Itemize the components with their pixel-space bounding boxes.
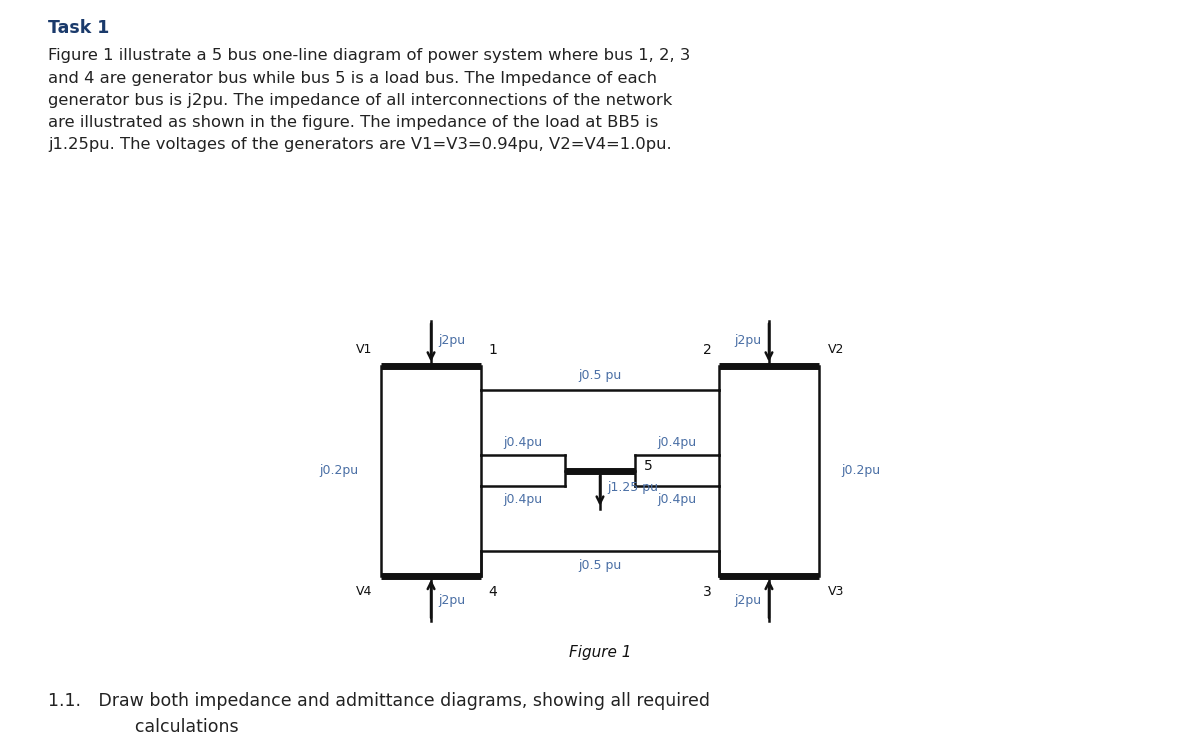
Text: j0.4pu: j0.4pu	[658, 436, 696, 449]
Text: j0.5 pu: j0.5 pu	[578, 560, 622, 572]
Text: V2: V2	[828, 343, 845, 357]
Text: j0.4pu: j0.4pu	[504, 436, 542, 449]
Text: 5: 5	[643, 460, 653, 473]
Text: 1: 1	[488, 343, 498, 357]
Text: 1.1. Draw both impedance and admittance diagrams, showing all required: 1.1. Draw both impedance and admittance …	[48, 692, 710, 710]
Text: V1: V1	[355, 343, 372, 357]
Text: j0.2pu: j0.2pu	[319, 464, 359, 477]
Text: V4: V4	[355, 585, 372, 598]
Text: Figure 1: Figure 1	[569, 645, 631, 660]
Text: j0.4pu: j0.4pu	[658, 492, 696, 506]
Text: j0.2pu: j0.2pu	[841, 464, 881, 477]
Text: 3: 3	[703, 585, 712, 598]
Text: V3: V3	[828, 585, 845, 598]
Text: 2: 2	[703, 343, 712, 357]
Text: 4: 4	[488, 585, 497, 598]
Text: Figure 1 illustrate a 5 bus one-line diagram of power system where bus 1, 2, 3
a: Figure 1 illustrate a 5 bus one-line dia…	[48, 48, 690, 152]
Text: j1.25 pu: j1.25 pu	[607, 481, 659, 495]
Text: j0.5 pu: j0.5 pu	[578, 369, 622, 382]
Text: j2pu: j2pu	[734, 334, 761, 348]
Text: j2pu: j2pu	[734, 594, 761, 607]
Text: calculations: calculations	[48, 718, 239, 736]
Text: Task 1: Task 1	[48, 19, 109, 37]
Text: j2pu: j2pu	[439, 334, 466, 348]
Text: j2pu: j2pu	[439, 594, 466, 607]
Text: j0.4pu: j0.4pu	[504, 492, 542, 506]
